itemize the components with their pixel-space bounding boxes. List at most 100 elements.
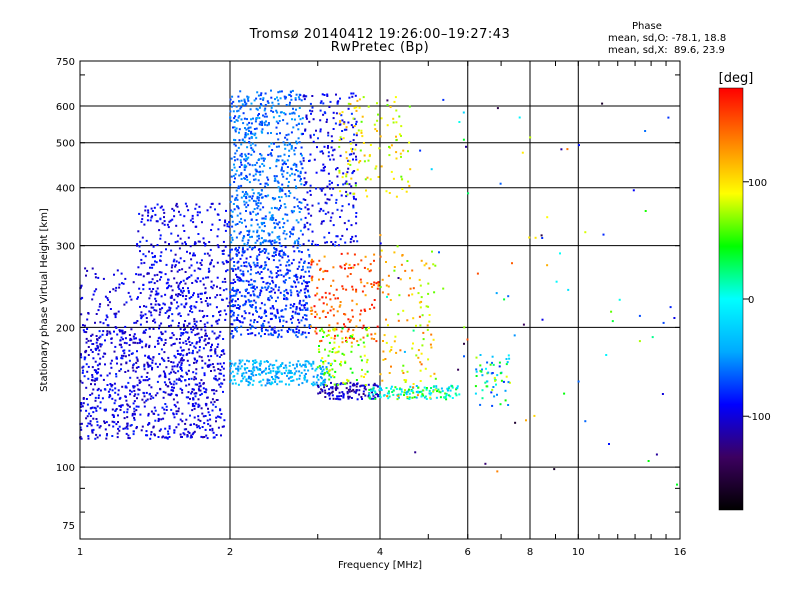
scatter-point <box>490 391 493 394</box>
scatter-point <box>124 337 127 340</box>
scatter-point <box>143 261 146 264</box>
scatter-point <box>254 241 257 244</box>
scatter-point <box>332 279 335 282</box>
scatter-point <box>317 202 320 205</box>
scatter-point <box>240 333 243 336</box>
scatter-point <box>120 329 123 332</box>
scatter-point <box>87 365 90 368</box>
scatter-point <box>144 379 147 382</box>
scatter-point <box>108 372 111 375</box>
scatter-point <box>271 312 274 315</box>
scatter-point <box>183 428 186 431</box>
scatter-point <box>246 146 249 149</box>
scatter-point <box>168 243 170 245</box>
scatter-point <box>96 364 99 367</box>
scatter-point <box>285 177 288 180</box>
scatter-point <box>333 329 336 332</box>
scatter-point <box>269 363 272 366</box>
scatter-point <box>405 190 408 193</box>
scatter-point <box>156 244 159 246</box>
scatter-point <box>328 292 331 295</box>
scatter-point <box>304 281 307 284</box>
scatter-point <box>284 213 287 216</box>
scatter-point <box>199 298 202 300</box>
scatter-point <box>195 342 198 345</box>
scatter-point <box>422 389 425 392</box>
scatter-point <box>247 280 250 283</box>
scatter-point <box>257 199 260 202</box>
scatter-point <box>135 337 137 340</box>
scatter-point <box>370 337 373 340</box>
scatter-point <box>164 338 167 341</box>
scatter-point <box>253 134 256 137</box>
scatter-point <box>249 144 252 147</box>
scatter-point <box>177 305 180 308</box>
scatter-point <box>279 255 282 257</box>
scatter-point <box>339 190 342 193</box>
scatter-point <box>208 270 211 273</box>
scatter-point <box>480 370 483 373</box>
scatter-point <box>259 173 262 176</box>
scatter-point <box>253 369 256 372</box>
scatter-point <box>238 320 241 322</box>
scatter-point <box>263 164 266 167</box>
scatter-point <box>126 408 129 411</box>
scatter-point <box>121 331 124 334</box>
scatter-point <box>242 280 245 283</box>
scatter-point <box>112 425 115 428</box>
scatter-point <box>219 409 222 412</box>
scatter-point <box>333 341 336 344</box>
scatter-point <box>141 214 144 217</box>
scatter-point <box>222 262 225 265</box>
scatter-point <box>290 147 293 150</box>
scatter-point <box>121 282 123 285</box>
scatter-point <box>218 202 221 205</box>
scatter-point <box>188 266 191 269</box>
scatter-point <box>309 189 312 192</box>
x-tick-label: 8 <box>527 547 533 558</box>
scatter-point <box>346 378 349 381</box>
scatter-point <box>236 110 239 113</box>
scatter-point <box>644 210 647 212</box>
scatter-point <box>644 130 647 132</box>
scatter-point <box>285 298 288 301</box>
scatter-point <box>321 93 324 96</box>
scatter-point <box>170 301 173 304</box>
scatter-point <box>295 328 298 331</box>
scatter-point <box>257 368 260 371</box>
scatter-point <box>342 396 345 399</box>
scatter-point <box>339 120 342 122</box>
scatter-point <box>243 264 246 267</box>
scatter-point <box>447 389 450 392</box>
scatter-point <box>298 211 301 213</box>
scatter-point <box>513 334 516 337</box>
scatter-point <box>209 206 212 209</box>
scatter-point <box>172 361 175 364</box>
scatter-point <box>206 321 209 324</box>
scatter-point <box>424 395 427 398</box>
scatter-point <box>241 221 243 224</box>
scatter-point <box>128 349 131 352</box>
scatter-point <box>446 387 449 390</box>
scatter-point <box>194 207 197 210</box>
scatter-point <box>183 325 185 328</box>
scatter-point <box>152 396 155 399</box>
scatter-point <box>240 379 243 382</box>
scatter-point <box>167 356 170 359</box>
scatter-point <box>267 371 270 374</box>
scatter-point <box>93 379 96 382</box>
scatter-point <box>174 264 177 267</box>
scatter-point <box>250 122 253 125</box>
scatter-point <box>148 346 151 349</box>
scatter-point <box>263 225 266 228</box>
y-tick-label: 200 <box>56 323 75 334</box>
scatter-point <box>422 338 425 341</box>
scatter-point <box>298 302 301 305</box>
scatter-point <box>248 377 250 380</box>
scatter-point <box>479 403 482 406</box>
scatter-point <box>266 124 269 127</box>
scatter-point <box>231 105 233 108</box>
scatter-point <box>317 348 320 351</box>
